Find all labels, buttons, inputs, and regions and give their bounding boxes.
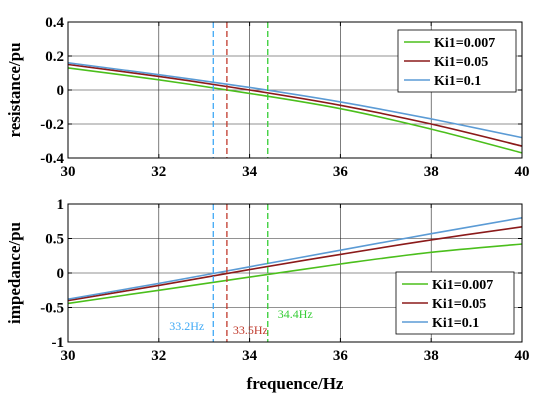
x-tick-label: 30 [61, 348, 76, 364]
legend-label: Ki1=0.1 [432, 316, 479, 331]
series-line-1 [67, 63, 523, 147]
series-line-0 [67, 243, 523, 305]
y-axis-label: resistance/pu [5, 42, 24, 137]
legend: Ki1=0.007 Ki1=0.05 Ki1=0.1 [397, 29, 517, 93]
series-line-2 [67, 62, 523, 139]
series-line-0 [67, 67, 523, 154]
x-axis-label: frequence/Hz [247, 374, 344, 393]
frequency-annotation: 33.2Hz [169, 319, 204, 333]
y-tick-label: 0.2 [45, 49, 64, 65]
legend: Ki1=0.007 Ki1=0.05 Ki1=0.1 [395, 271, 515, 335]
y-tick-label: 0.5 [45, 232, 64, 248]
legend-label: Ki1=0.05 [434, 55, 488, 70]
legend-label: Ki1=0.007 [432, 278, 493, 293]
x-tick-label: 36 [333, 348, 349, 364]
x-tick-label: 40 [515, 348, 530, 364]
y-tick-label: 0 [57, 83, 65, 99]
x-tick-label: 34 [242, 164, 258, 180]
legend-label: Ki1=0.05 [432, 297, 486, 312]
legend-box [397, 29, 517, 93]
legend-label: Ki1=0.1 [434, 74, 481, 89]
y-tick-label: -1 [52, 335, 65, 351]
y-tick-label: -0.2 [40, 117, 64, 133]
y-tick-label: -0.5 [40, 301, 64, 317]
plot-impedance: 30 32 34 36 38 40 -1 -0.5 0 0.5 1 impedance/pu frequ… [5, 197, 530, 393]
y-tick-label: -0.4 [40, 151, 64, 167]
frequency-annotation: 34.4Hz [278, 307, 313, 321]
x-tick-label: 34 [242, 348, 258, 364]
x-tick-label: 30 [61, 164, 76, 180]
x-tick-label: 32 [151, 348, 166, 364]
series-line-2 [67, 217, 523, 300]
y-tick-label: 1 [57, 197, 65, 213]
legend-label: Ki1=0.007 [434, 36, 495, 51]
plot-resistance: 30 32 34 36 38 40 -0.4 -0.2 0 0.2 0.4 resistance/pu… [5, 15, 530, 180]
x-tick-label: 38 [424, 348, 439, 364]
x-tick-label: 32 [151, 164, 166, 180]
x-tick-label: 36 [333, 164, 349, 180]
frequency-annotation: 33.5Hz [233, 323, 268, 337]
x-tick-label: 40 [515, 164, 530, 180]
series-line-1 [67, 226, 523, 302]
x-tick-label: 38 [424, 164, 439, 180]
y-axis-label: impedance/pu [5, 222, 24, 324]
y-tick-label: 0 [57, 266, 65, 282]
y-tick-label: 0.4 [45, 15, 64, 31]
